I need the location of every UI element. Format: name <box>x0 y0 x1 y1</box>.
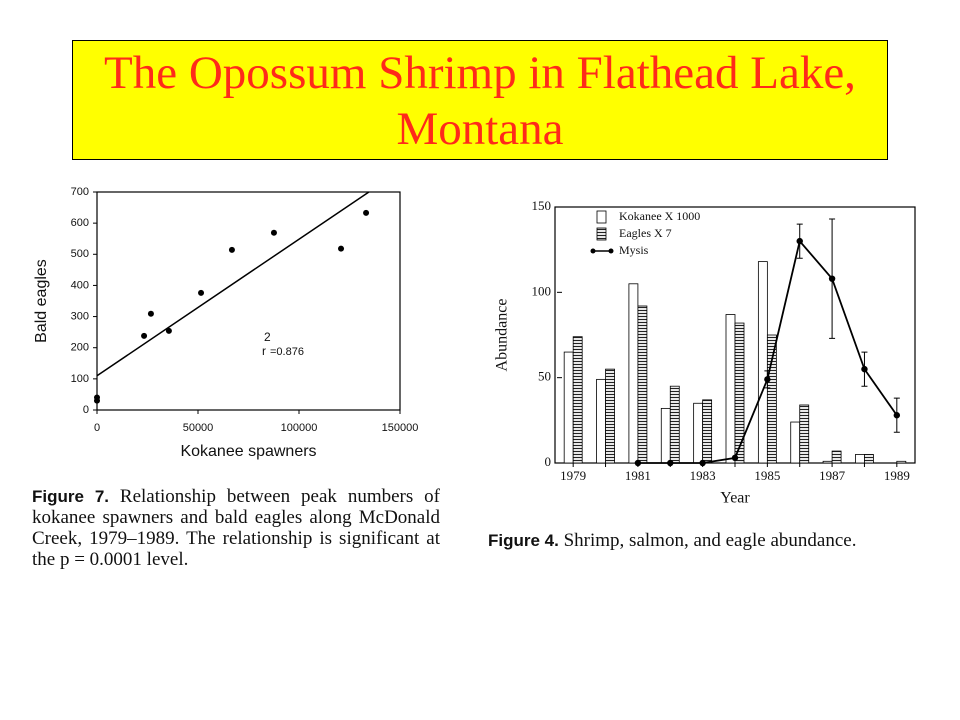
point <box>731 454 739 462</box>
bar <box>799 404 810 464</box>
bar <box>669 385 680 464</box>
bar <box>790 421 801 464</box>
caption-label: Figure 4. <box>488 531 559 550</box>
bar <box>831 450 842 464</box>
y-tick-label: 500 <box>71 248 89 260</box>
y-tick-label: 200 <box>71 342 89 354</box>
legend-label: Mysis <box>619 243 649 257</box>
y-tick-label: 50 <box>538 369 551 384</box>
y-axis-label: Bald eagles <box>33 259 50 343</box>
y-tick-label: 600 <box>71 217 89 229</box>
x-tick-label: 150000 <box>382 422 419 434</box>
point <box>861 365 868 373</box>
x-tick-label: 1983 <box>690 468 716 483</box>
bar <box>822 460 833 464</box>
legend-swatch <box>596 227 607 241</box>
annotation: 2 <box>264 330 271 344</box>
plot-frame <box>96 191 401 411</box>
fit-line <box>96 191 370 377</box>
y-tick-label: 150 <box>532 198 552 213</box>
chart: 0 50 100 150 1979 1981 1983 1985 1987 1989 Kokanee… <box>494 198 916 507</box>
legend-label: Eagles X 7 <box>619 226 672 240</box>
y-axis-label: Abundance <box>494 299 511 372</box>
slide-title: The Opossum Shrimp in Flathead Lake, Mon… <box>72 40 888 160</box>
point <box>147 310 154 317</box>
caption: Figure 4. Shrimp, salmon, and eagle abun… <box>488 530 916 551</box>
point <box>198 289 205 296</box>
x-tick-label: 1987 <box>819 468 846 483</box>
y-tick-label: 700 <box>71 186 89 198</box>
x-axis-label: Kokanee spawners <box>180 443 316 460</box>
caption: Figure 7. Relationship between peak numb… <box>32 486 440 570</box>
legend-swatch <box>590 248 596 254</box>
y-tick-label: 0 <box>545 454 552 469</box>
point <box>363 209 370 216</box>
point <box>228 246 235 253</box>
x-tick-label: 1989 <box>884 468 910 483</box>
bar <box>693 402 704 464</box>
x-tick-label: 1979 <box>560 468 586 483</box>
point <box>893 412 901 419</box>
y-tick-label: 100 <box>532 283 552 298</box>
caption-text: Relationship between peak numbers of kok… <box>32 486 440 570</box>
bar <box>702 399 713 464</box>
bar <box>855 454 865 464</box>
bar <box>734 322 745 464</box>
caption-label: Figure 7. <box>32 487 109 506</box>
bar <box>766 334 777 464</box>
y-tick-label: 100 <box>71 373 89 385</box>
bar <box>605 368 615 464</box>
bar <box>637 305 648 464</box>
x-tick-label: 100000 <box>281 422 318 434</box>
point <box>338 245 345 252</box>
bar <box>864 454 874 464</box>
chart: 0 100 200 300 400 500 600 700 0 50000 100000 150000… <box>33 186 418 460</box>
point <box>94 397 100 404</box>
legend-swatch <box>608 248 614 254</box>
x-tick-label: 50000 <box>183 422 214 434</box>
y-tick-label: 300 <box>71 310 89 322</box>
legend-label: Kokanee X 1000 <box>619 209 700 223</box>
point <box>828 275 836 282</box>
y-tick-label: 0 <box>83 404 89 416</box>
bar <box>563 351 574 464</box>
point <box>141 332 148 339</box>
point <box>796 237 803 245</box>
x-tick-label: 0 <box>94 422 100 434</box>
bar <box>596 378 606 464</box>
point <box>764 376 771 383</box>
y-tick-label: 400 <box>71 279 89 291</box>
caption-text: Shrimp, salmon, and eagle abundance. <box>563 530 857 551</box>
bar <box>628 283 639 464</box>
point <box>270 229 277 236</box>
point <box>634 459 642 467</box>
bar <box>572 336 583 464</box>
point <box>667 459 674 467</box>
bar <box>896 460 907 464</box>
bar <box>725 314 736 464</box>
point <box>699 459 706 467</box>
annotation: r <box>262 344 266 358</box>
x-axis-label: Year <box>720 490 750 507</box>
bar <box>757 261 768 464</box>
x-tick-label: 1981 <box>625 468 651 483</box>
bar <box>660 407 671 464</box>
annotation: =0.876 <box>270 346 304 358</box>
legend-swatch <box>596 210 607 224</box>
point <box>165 327 172 334</box>
x-tick-label: 1985 <box>754 468 780 483</box>
